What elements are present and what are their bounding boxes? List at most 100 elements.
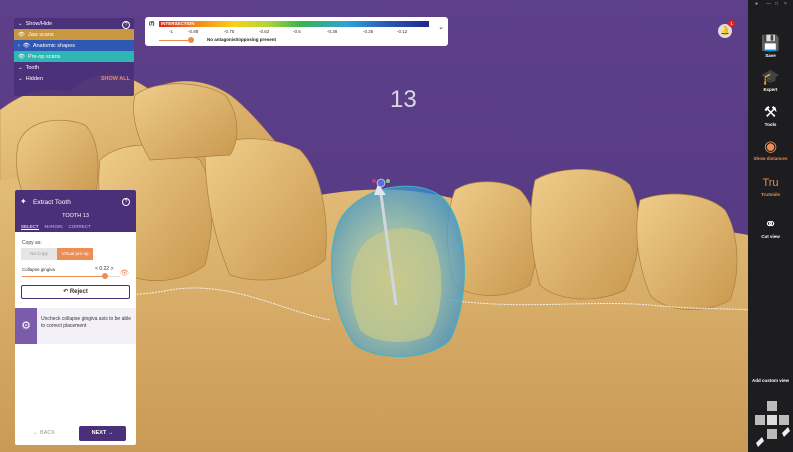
minimize-icon[interactable]: — bbox=[766, 1, 771, 7]
tree-row-jaw-scans[interactable]: 👁 Jaw scans bbox=[14, 29, 134, 40]
graduation-cap-icon: 🎓 bbox=[761, 69, 780, 86]
no-copy-button[interactable]: No Copy bbox=[21, 248, 57, 260]
tree-row-label: Show/Hide bbox=[25, 20, 53, 27]
intersection-slider-knob[interactable] bbox=[188, 37, 195, 43]
tree-row-hidden[interactable]: ⌄ Hidden SHOW ALL bbox=[14, 73, 134, 84]
chevron-right-icon[interactable]: › bbox=[18, 42, 20, 49]
scale-tick: -0.75 bbox=[224, 29, 235, 34]
toolbar-label: Cut view bbox=[761, 234, 780, 239]
show-hide-panel: ? ⌄ Show/Hide 👁 Jaw scans › 👁 Anatomic s… bbox=[14, 18, 134, 96]
scale-tick: -0.62 bbox=[259, 29, 270, 34]
extract-tooth-icon: ✦ bbox=[20, 197, 27, 206]
show-all-button[interactable]: SHOW ALL bbox=[100, 75, 130, 82]
tab-select[interactable]: SELECT bbox=[21, 224, 39, 230]
intersection-slider-track[interactable] bbox=[159, 40, 191, 41]
tree-row-label: Jaw scans bbox=[27, 31, 54, 38]
reject-button[interactable]: ↶ Reject bbox=[21, 285, 130, 299]
tooth-distance-icon: ◉ bbox=[763, 138, 778, 155]
user-icon[interactable]: ● bbox=[755, 1, 759, 7]
decrement-button[interactable]: < bbox=[95, 266, 98, 272]
view-cube-widget[interactable] bbox=[752, 393, 792, 448]
copy-as-toggle: No Copy Virtual pre-op bbox=[21, 248, 93, 260]
tab-correct[interactable]: CORRECT bbox=[68, 224, 91, 229]
intersection-color-bar bbox=[159, 21, 429, 27]
tooth-left-3 bbox=[204, 138, 327, 281]
chevron-down-icon[interactable]: ⌄ bbox=[438, 24, 444, 31]
close-icon[interactable]: × bbox=[784, 1, 787, 7]
expert-button[interactable]: 🎓 Expert bbox=[748, 69, 793, 92]
tooth-right-3 bbox=[636, 193, 738, 310]
collapse-gingiva-value[interactable]: 0.22 bbox=[99, 266, 110, 272]
panel-tabs: SELECT MARGIN CORRECT bbox=[21, 224, 91, 230]
info-text: Uncheck collapse gingiva axis to be able… bbox=[41, 316, 132, 329]
collapse-gingiva-label: Collapse gingiva bbox=[22, 267, 56, 272]
extract-tooth-panel: ✦ Extract Tooth ? TOOTH 13 SELECT MARGIN… bbox=[15, 190, 136, 445]
save-button[interactable]: 💾 Save bbox=[748, 35, 793, 58]
tooth-left-4 bbox=[133, 83, 238, 161]
insertion-axis bbox=[378, 186, 398, 306]
tooth-left-1 bbox=[16, 119, 99, 206]
tooth-right-2 bbox=[530, 168, 640, 300]
intersection-scale-panel: (f) INTERSECTION -1 -0.88 -0.75 -0.62 -0… bbox=[145, 17, 448, 46]
eye-toggle-icon[interactable]: 👁 bbox=[120, 270, 129, 277]
collapse-gingiva-stepper[interactable]: < 0.22 > bbox=[95, 266, 113, 272]
save-icon: 💾 bbox=[761, 35, 780, 52]
collapse-gingiva-slider-knob[interactable] bbox=[102, 273, 109, 279]
right-toolbar: ● — □ × 💾 Save 🎓 Expert ⚒ Tools ◉ Show d… bbox=[748, 0, 793, 452]
tree-row-show-hide[interactable]: ⌄ Show/Hide bbox=[14, 18, 134, 29]
axis-handle bbox=[376, 178, 386, 188]
help-icon[interactable]: ? bbox=[122, 21, 130, 29]
info-message: ⚙ Uncheck collapse gingiva axis to be ab… bbox=[15, 308, 136, 344]
tree-row-tooth[interactable]: ⌄ Tooth bbox=[14, 62, 134, 73]
virtual-pre-op-button[interactable]: Virtual pre-op bbox=[57, 248, 93, 260]
help-icon[interactable]: ? bbox=[122, 198, 130, 206]
back-button[interactable]: ← BACK bbox=[33, 430, 55, 436]
panel-header: ✦ Extract Tooth ? TOOTH 13 SELECT MARGIN… bbox=[15, 190, 136, 232]
arrow-right-icon: → bbox=[107, 430, 114, 436]
panel-title: Extract Tooth bbox=[33, 199, 71, 206]
scale-tick: -0.88 bbox=[188, 29, 199, 34]
toolbar-label: Show distances bbox=[753, 156, 788, 161]
back-label: BACK bbox=[40, 430, 56, 436]
arrow-left-icon: ← bbox=[33, 430, 39, 436]
cut-view-icon: ⚭ bbox=[764, 216, 777, 233]
next-label: NEXT bbox=[91, 430, 107, 436]
bell-icon[interactable]: 🔔 bbox=[718, 24, 732, 38]
tree-row-label: Tooth bbox=[25, 64, 40, 71]
tools-icon: ⚒ bbox=[763, 104, 778, 121]
notification-badge: 1 bbox=[728, 20, 735, 27]
intersection-message: No antagonist/opposing present bbox=[207, 37, 277, 42]
tree-row-anatomic-shapes[interactable]: › 👁 Anatomic shapes bbox=[14, 40, 134, 51]
collapse-gingiva-slider-fill bbox=[22, 276, 106, 277]
show-distances-button[interactable]: ◉ Show distances bbox=[748, 138, 793, 161]
tree-row-label: Hidden bbox=[25, 75, 44, 82]
eye-icon[interactable]: 👁 bbox=[22, 42, 30, 49]
undo-icon: ↶ bbox=[63, 289, 69, 295]
add-custom-view-label[interactable]: Add custom view bbox=[752, 378, 790, 383]
scale-tick: -0.25 bbox=[363, 29, 374, 34]
scale-tick: -0.12 bbox=[397, 29, 408, 34]
copy-as-label: Copy as: bbox=[22, 240, 42, 246]
scale-prefix: (f) bbox=[149, 21, 155, 27]
cut-view-button[interactable]: ⚭ Cut view bbox=[748, 216, 793, 239]
scale-tick: -1 bbox=[169, 29, 174, 34]
tab-margin[interactable]: MARGIN bbox=[44, 224, 63, 229]
tree-row-label: Anatomic shapes bbox=[32, 42, 76, 49]
tools-button[interactable]: ⚒ Tools bbox=[748, 104, 793, 127]
chevron-down-icon: ⌄ bbox=[18, 64, 23, 71]
increment-button[interactable]: > bbox=[110, 266, 114, 272]
trusmile-button[interactable]: Tru TruSmile bbox=[748, 174, 793, 197]
chevron-down-icon: ⌄ bbox=[18, 75, 23, 82]
tree-row-pre-op-scans[interactable]: 👁 Pre-op scans bbox=[14, 51, 134, 62]
eye-icon[interactable]: 👁 bbox=[18, 31, 25, 38]
extracted-tooth-core bbox=[350, 228, 442, 342]
scale-tick: -0.5 bbox=[293, 29, 301, 34]
intersection-label: INTERSECTION bbox=[161, 21, 195, 26]
reject-label: Reject bbox=[69, 289, 88, 295]
maximize-icon[interactable]: □ bbox=[775, 1, 779, 7]
eye-icon[interactable]: 👁 bbox=[18, 53, 25, 60]
chevron-down-icon: ⌄ bbox=[18, 20, 23, 27]
next-button[interactable]: NEXT → bbox=[79, 426, 126, 441]
panel-subtitle: TOOTH 13 bbox=[62, 213, 89, 219]
trusmile-icon: Tru bbox=[762, 177, 779, 189]
